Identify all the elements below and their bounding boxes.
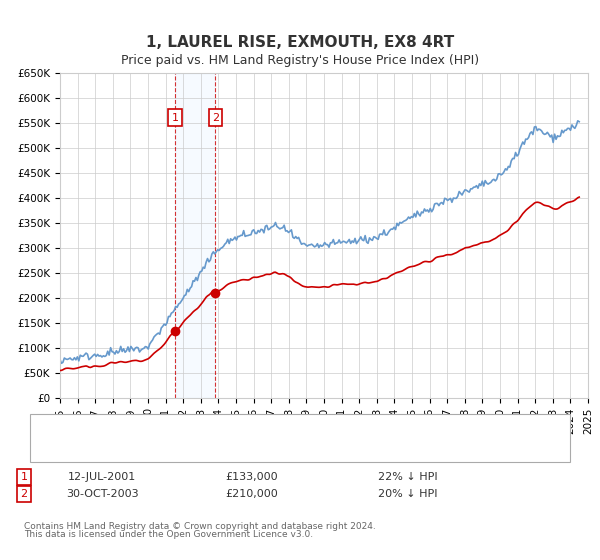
Text: 1, LAUREL RISE, EXMOUTH, EX8 4RT (detached house): 1, LAUREL RISE, EXMOUTH, EX8 4RT (detach… bbox=[69, 418, 352, 428]
Text: 12-JUL-2001: 12-JUL-2001 bbox=[68, 472, 136, 482]
Text: 1: 1 bbox=[172, 113, 178, 123]
Text: —: — bbox=[48, 431, 65, 449]
Text: 2: 2 bbox=[20, 489, 28, 499]
Text: 1, LAUREL RISE, EXMOUTH, EX8 4RT: 1, LAUREL RISE, EXMOUTH, EX8 4RT bbox=[146, 35, 454, 50]
Bar bbox=[175, 73, 215, 398]
Text: 20% ↓ HPI: 20% ↓ HPI bbox=[378, 489, 438, 499]
Text: 30-OCT-2003: 30-OCT-2003 bbox=[65, 489, 139, 499]
Text: £210,000: £210,000 bbox=[226, 489, 278, 499]
Text: £133,000: £133,000 bbox=[226, 472, 278, 482]
Text: This data is licensed under the Open Government Licence v3.0.: This data is licensed under the Open Gov… bbox=[24, 530, 313, 539]
Text: 2: 2 bbox=[212, 113, 219, 123]
Text: 1: 1 bbox=[20, 472, 28, 482]
Text: Price paid vs. HM Land Registry's House Price Index (HPI): Price paid vs. HM Land Registry's House … bbox=[121, 54, 479, 67]
Text: —: — bbox=[48, 414, 65, 432]
Text: HPI: Average price, detached house, East Devon: HPI: Average price, detached house, East… bbox=[69, 435, 321, 445]
Text: 22% ↓ HPI: 22% ↓ HPI bbox=[378, 472, 438, 482]
Text: Contains HM Land Registry data © Crown copyright and database right 2024.: Contains HM Land Registry data © Crown c… bbox=[24, 522, 376, 531]
